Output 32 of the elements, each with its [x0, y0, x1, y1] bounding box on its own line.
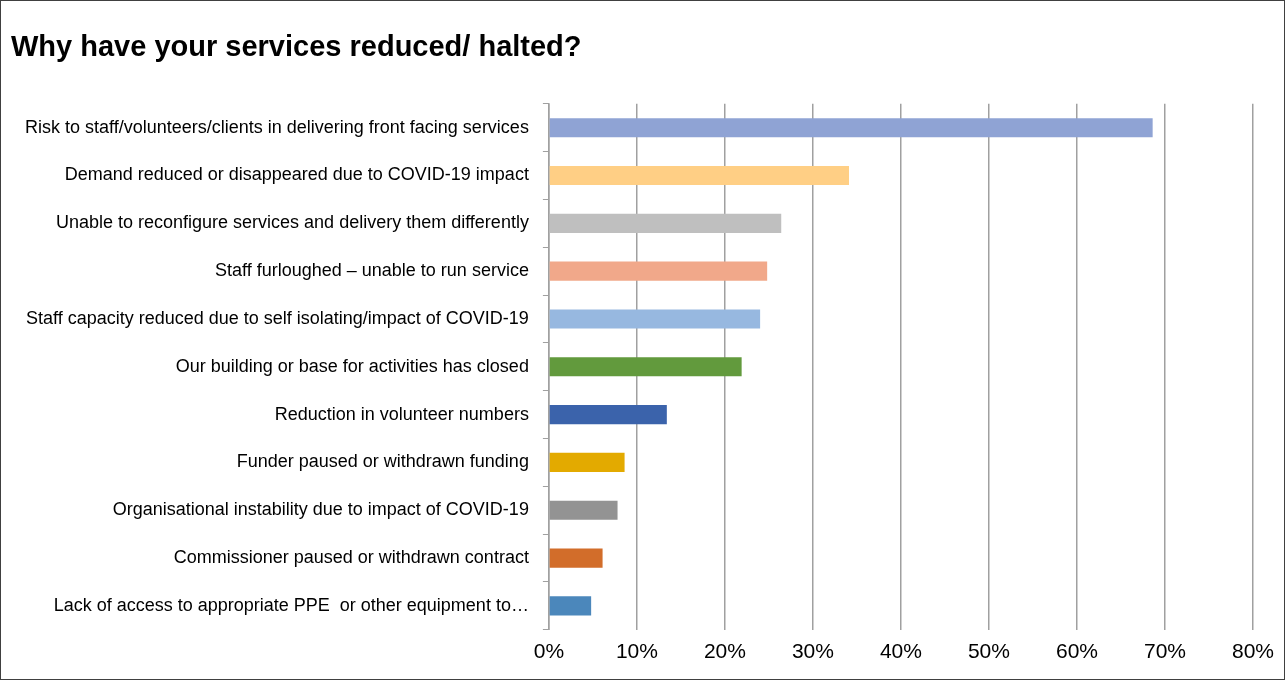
bar: [549, 118, 1153, 138]
x-tick-label: 10%: [615, 639, 658, 663]
bar: [549, 165, 850, 186]
y-tick-label: Lack of access to appropriate PPE or other equipment to…: [53, 594, 529, 615]
bar: [549, 452, 625, 472]
y-tick-label: Commissioner paused or withdrawn contract: [173, 547, 529, 568]
x-tick-label: 60%: [1055, 639, 1098, 663]
text: Why have your services reduced/ halted?: [11, 30, 582, 63]
bar: [549, 500, 618, 520]
y-tick-label: Reduction in volunteer numbers: [274, 403, 529, 424]
y-tick-label: Organisational instability due to impact of COVID-19: [112, 499, 529, 520]
x-tick-label: 30%: [791, 639, 834, 663]
bar: [549, 213, 782, 233]
x-tick-label: 0%: [533, 639, 565, 663]
bar: [549, 596, 592, 616]
y-tick-label: Unable to reconfigure services and delivery them differently: [55, 212, 529, 233]
y-tick-label: Our building or base for activities has closed: [175, 355, 529, 376]
y-tick-label: Staff capacity reduced due to self isolating/impact of COVID-19: [25, 307, 529, 328]
bar: [549, 405, 667, 425]
x-tick-label: 80%: [1231, 639, 1274, 663]
bar: [549, 357, 742, 377]
y-tick-label: Demand reduced or disappeared due to COVID-19 impact: [64, 164, 529, 185]
bar: [549, 261, 768, 281]
bar: [549, 548, 603, 568]
y-tick-label: Funder paused or withdrawn funding: [236, 451, 529, 472]
bar: [549, 309, 761, 329]
y-tick-label: Risk to staff/volunteers/clients in delivering front facing services: [24, 116, 529, 137]
x-tick-label: 20%: [703, 639, 746, 663]
x-tick-label: 50%: [967, 639, 1010, 663]
y-tick-label: Staff furloughed – unable to run service: [215, 260, 529, 281]
x-tick-label: 70%: [1143, 639, 1186, 663]
x-tick-label: 40%: [879, 639, 922, 663]
